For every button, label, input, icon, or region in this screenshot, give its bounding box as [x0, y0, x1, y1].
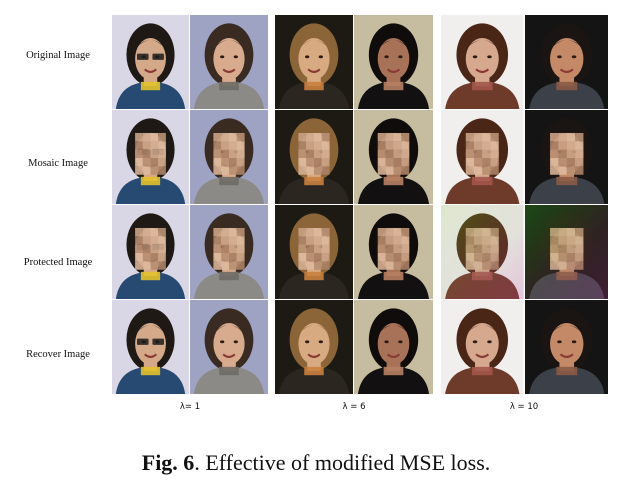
lambda-label-6: λ = 6 — [342, 402, 366, 412]
face-image — [354, 15, 433, 109]
row-label-original: Original Image — [26, 50, 90, 61]
face-image — [275, 300, 353, 394]
figure-number: Fig. 6 — [141, 450, 195, 475]
image-group-lambda-6 — [275, 15, 433, 395]
lambda-label-10: λ = 10 — [509, 402, 539, 412]
face-image — [441, 205, 524, 299]
face-image — [275, 15, 353, 109]
image-group-lambda-10 — [441, 15, 608, 395]
face-image — [524, 15, 608, 109]
caption-text: . Effective of modified MSE loss. — [194, 450, 491, 475]
row-label-mosaic: Mosaic Image — [28, 158, 88, 169]
face-image — [190, 110, 268, 204]
row-label-recover: Recover Image — [26, 349, 90, 360]
face-image — [112, 110, 189, 204]
face-image — [354, 205, 433, 299]
face-image — [441, 300, 524, 394]
face-image — [190, 205, 268, 299]
face-image — [190, 15, 268, 109]
lambda-label-1: λ= 1 — [179, 402, 201, 412]
face-image — [524, 205, 608, 299]
face-image — [524, 300, 608, 394]
face-image — [524, 110, 608, 204]
face-image — [354, 300, 433, 394]
face-image — [112, 15, 189, 109]
image-group-lambda-1 — [112, 15, 268, 395]
face-image — [441, 110, 524, 204]
face-image — [275, 205, 353, 299]
face-image — [275, 110, 353, 204]
face-image — [354, 110, 433, 204]
figure-caption: Fig. 6. Effective of modified MSE loss. — [0, 450, 632, 476]
row-label-protected: Protected Image — [23, 257, 93, 268]
face-image — [190, 300, 268, 394]
face-image — [112, 205, 189, 299]
face-image — [112, 300, 189, 394]
face-image — [441, 15, 524, 109]
